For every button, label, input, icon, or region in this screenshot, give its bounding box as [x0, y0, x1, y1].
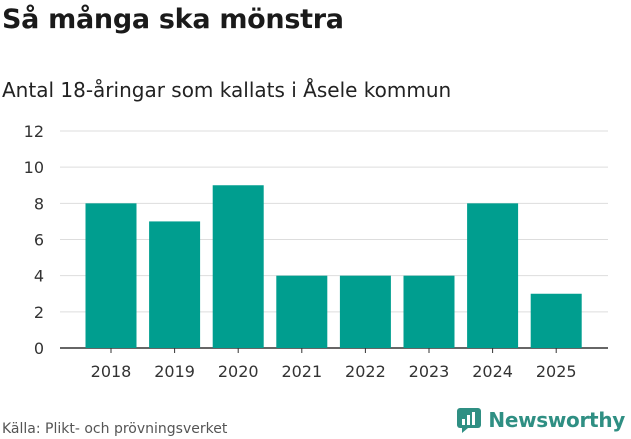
chart-subtitle: Antal 18-åringar som kallats i Åsele kom…: [2, 78, 452, 102]
y-tick-label: 2: [34, 303, 44, 322]
x-tick-label: 2019: [154, 362, 195, 381]
y-tick-label: 0: [34, 339, 44, 358]
newsworthy-logo: Newsworthy: [456, 407, 625, 433]
y-tick-labels: 0 2 4 6 8 10 12: [24, 122, 44, 358]
bar-2023: [403, 275, 455, 348]
y-tick-label: 10: [24, 158, 44, 177]
bar-2020: [212, 185, 264, 348]
chart-title: Så många ska mönstra: [2, 4, 344, 35]
y-tick-label: 6: [34, 231, 44, 250]
x-tick-label: 2022: [345, 362, 386, 381]
newsworthy-logo-icon: [457, 408, 482, 433]
bar-2019: [149, 221, 201, 348]
bar-2018: [85, 203, 137, 348]
bar-2021: [276, 275, 328, 348]
brand-name: Newsworthy: [488, 408, 625, 432]
bar-2022: [339, 275, 391, 348]
y-tick-label: 8: [34, 194, 44, 213]
x-tick-label: 2023: [409, 362, 450, 381]
x-tick-labels: 2018 2019 2020 2021 2022 2023 2024 2025: [91, 348, 577, 381]
gridlines: [60, 130, 608, 349]
y-tick-label: 4: [34, 267, 44, 286]
y-tick-label: 12: [24, 122, 44, 141]
bar-2024: [467, 203, 519, 348]
bar-2025: [530, 293, 582, 348]
x-tick-label: 2018: [91, 362, 132, 381]
x-tick-label: 2020: [218, 362, 259, 381]
x-tick-label: 2024: [472, 362, 513, 381]
x-tick-label: 2025: [536, 362, 577, 381]
source-note: Källa: Plikt- och prövningsverket: [2, 421, 228, 437]
x-tick-label: 2021: [281, 362, 322, 381]
bars: [85, 185, 582, 348]
